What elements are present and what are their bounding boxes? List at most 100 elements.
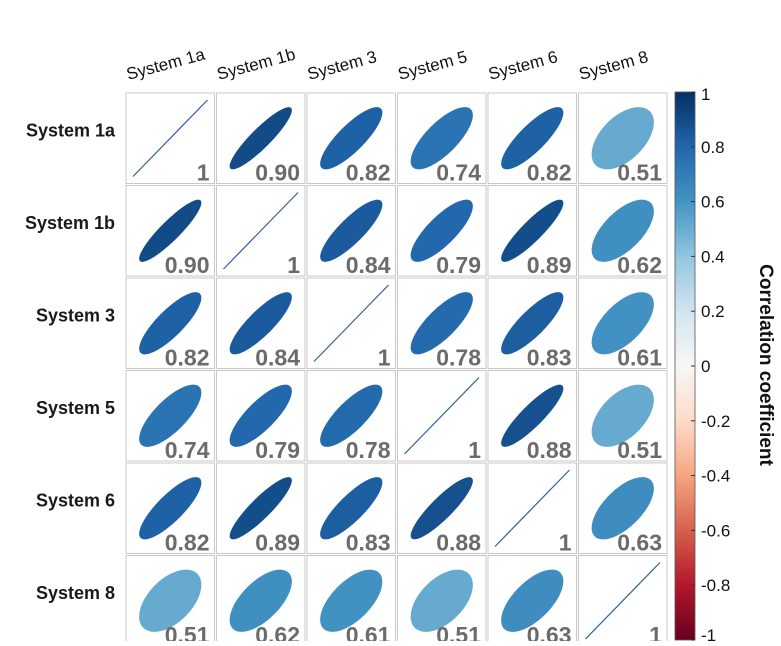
value-label: 0.82: [346, 160, 391, 186]
row-label: System 8: [36, 583, 115, 603]
matrix-cell: 0.51: [578, 92, 668, 186]
row-label: System 1a: [26, 120, 116, 140]
colorbar-tick-label: 1: [701, 85, 710, 104]
diagonal-line: [585, 562, 661, 640]
colorbar-tick-label: -1: [701, 626, 716, 641]
column-labels: System 1a System 1b System 3 System 5 System…: [124, 45, 650, 84]
value-label: 0.84: [346, 252, 391, 278]
matrix-cell: 1: [125, 92, 215, 186]
matrix-cell: 0.78: [306, 370, 396, 463]
matrix-cell: 0.82: [487, 92, 577, 186]
matrix-cell: 1: [306, 277, 396, 371]
cell-border: [306, 185, 396, 277]
colorbar-tick-label: 0.6: [701, 193, 725, 212]
diagonal-line: [494, 469, 570, 547]
value-label: 1: [197, 160, 210, 186]
correlation-ellipse: [320, 384, 383, 447]
value-label: 0.63: [527, 622, 572, 641]
column-label: System 5: [396, 47, 469, 84]
matrix-cell: 0.61: [578, 277, 668, 371]
matrix-cell: 0.74: [125, 370, 215, 463]
value-label: 0.61: [346, 622, 391, 641]
value-label: 0.74: [165, 437, 210, 463]
value-label: 0.90: [165, 252, 210, 278]
column-label: System 1b: [215, 45, 297, 84]
value-label: 0.90: [255, 160, 300, 186]
colorbar-tick-label: -0.4: [701, 467, 730, 486]
correlation-ellipse: [139, 199, 202, 262]
column-label: System 1a: [124, 45, 207, 84]
correlation-ellipse: [410, 199, 473, 262]
matrix-cell: 0.84: [306, 185, 396, 278]
matrix-cell: 0.79: [397, 185, 487, 278]
value-label: 0.83: [527, 345, 572, 371]
matrix-cell: 0.83: [487, 277, 577, 371]
value-label: 0.74: [436, 160, 481, 186]
value-label: 0.83: [346, 530, 391, 556]
matrix-cell: 0.84: [216, 277, 306, 371]
value-label: 1: [378, 345, 391, 371]
colorbar: 1 0.8 0.6 0.4 0.2 0 -0.2 -0.4 -0.6 -0.8 -1 Correlat…: [674, 85, 776, 645]
value-label: 0.88: [527, 437, 572, 463]
correlation-ellipse: [591, 199, 654, 262]
value-label: 0.89: [255, 530, 300, 556]
row-label: System 3: [36, 305, 115, 325]
value-label: 0.62: [255, 622, 300, 641]
matrix-cell: 0.63: [578, 462, 668, 556]
matrix-cell: 1: [487, 462, 577, 556]
matrix-cell: 0.51: [578, 370, 668, 463]
value-label: 1: [649, 622, 662, 641]
correlation-ellipse: [320, 107, 383, 170]
value-label: 0.51: [436, 622, 481, 641]
correlation-ellipse: [501, 384, 564, 447]
matrix-cell: 1: [216, 185, 306, 278]
colorbar-tick-label: -0.2: [701, 412, 730, 431]
correlation-ellipse: [410, 477, 473, 540]
correlation-ellipse: [591, 292, 654, 355]
value-label: 1: [468, 437, 481, 463]
value-label: 0.78: [346, 437, 391, 463]
correlation-ellipse: [139, 477, 202, 540]
value-label: 0.82: [165, 530, 210, 556]
correlation-ellipse: [229, 107, 292, 170]
correlation-ellipse: [501, 569, 564, 632]
matrix-cells: 1 0.90 0.82 0.74 0.82 0.51 0.90 1 0.84 0.79 0.89 0.…: [125, 92, 668, 646]
matrix-cell: 0.62: [216, 555, 306, 646]
row-label: System 1b: [25, 213, 115, 233]
matrix-cell: 0.82: [125, 277, 215, 371]
matrix-cell: 0.90: [125, 185, 215, 278]
matrix-cell: 0.88: [487, 370, 577, 463]
matrix-cell: 1: [578, 555, 668, 646]
correlation-ellipse: [229, 569, 292, 632]
correlation-ellipse: [229, 384, 292, 447]
correlation-ellipse: [410, 107, 473, 170]
matrix-cell: 0.82: [306, 92, 396, 186]
correlation-ellipse: [139, 569, 202, 632]
colorbar-tick-label: 0.2: [701, 302, 725, 321]
matrix-cell: 0.61: [306, 555, 396, 646]
value-label: 0.82: [165, 345, 210, 371]
correlation-ellipse: [501, 292, 564, 355]
correlation-ellipse: [501, 107, 564, 170]
correlation-ellipse: [410, 292, 473, 355]
colorbar-title: Correlation coefficient: [755, 264, 776, 466]
value-label: 0.61: [617, 345, 662, 371]
correlation-ellipse: [320, 569, 383, 632]
matrix-cell: 0.90: [216, 92, 306, 186]
diagonal-line: [404, 377, 480, 455]
row-label: System 5: [36, 398, 115, 418]
correlation-ellipse: [229, 477, 292, 540]
matrix-cell: 0.88: [397, 462, 487, 556]
colorbar-tick-label: 0.8: [701, 138, 725, 157]
column-label: System 8: [577, 47, 650, 84]
matrix-cell: 0.74: [397, 92, 487, 186]
correlation-ellipse: [229, 292, 292, 355]
column-label: System 6: [486, 47, 559, 84]
value-label: 0.79: [255, 437, 300, 463]
column-label: System 3: [305, 47, 378, 84]
value-label: 0.62: [617, 252, 662, 278]
correlation-ellipse: [591, 107, 654, 170]
value-label: 0.63: [617, 530, 662, 556]
